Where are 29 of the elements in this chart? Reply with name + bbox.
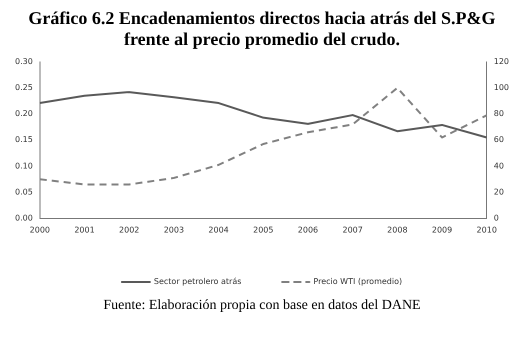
y-tick-label: 0.20 [15,109,33,118]
x-tick-label: 2005 [253,225,274,234]
x-tick-label: 2009 [432,225,452,234]
chart-title: Gráfico 6.2 Encadenamientos directos hacia atrás del S.P&G frente al precio promedio del crudo. [27,8,497,50]
y-tick-label: 0.00 [15,213,33,222]
y-tick-label: 0.10 [15,161,33,170]
x-tick-label: 2001 [74,225,95,234]
y2-tick-label: 40 [494,161,504,170]
y2-tick-label: 60 [494,135,504,144]
y-tick-label: 0.30 [15,56,33,66]
y-tick-label: 0.15 [15,135,33,144]
x-tick-label: 2004 [208,225,229,234]
legend-label: Precio WTI (promedio) [313,277,402,286]
y2-tick-label: 80 [494,109,504,118]
y2-tick-label: 0 [494,213,499,222]
x-tick-label: 2007 [342,225,363,234]
x-tick-label: 2000 [30,225,50,234]
source-note: Fuente: Elaboración propia con base en datos del DANE [102,298,422,314]
x-tick-label: 2003 [164,225,184,234]
x-tick-label: 2008 [387,225,408,234]
x-tick-label: 2006 [298,225,318,234]
y-tick-label: 0.05 [15,187,33,196]
legend-label: Sector petrolero atrás [154,277,242,286]
x-tick-label: 2002 [119,225,140,234]
y2-tick-label: 120 [494,56,510,66]
y-tick-label: 0.25 [15,82,33,92]
x-tick-label: 2010 [476,225,497,234]
y2-tick-label: 20 [494,187,504,196]
y2-tick-label: 100 [494,82,510,92]
